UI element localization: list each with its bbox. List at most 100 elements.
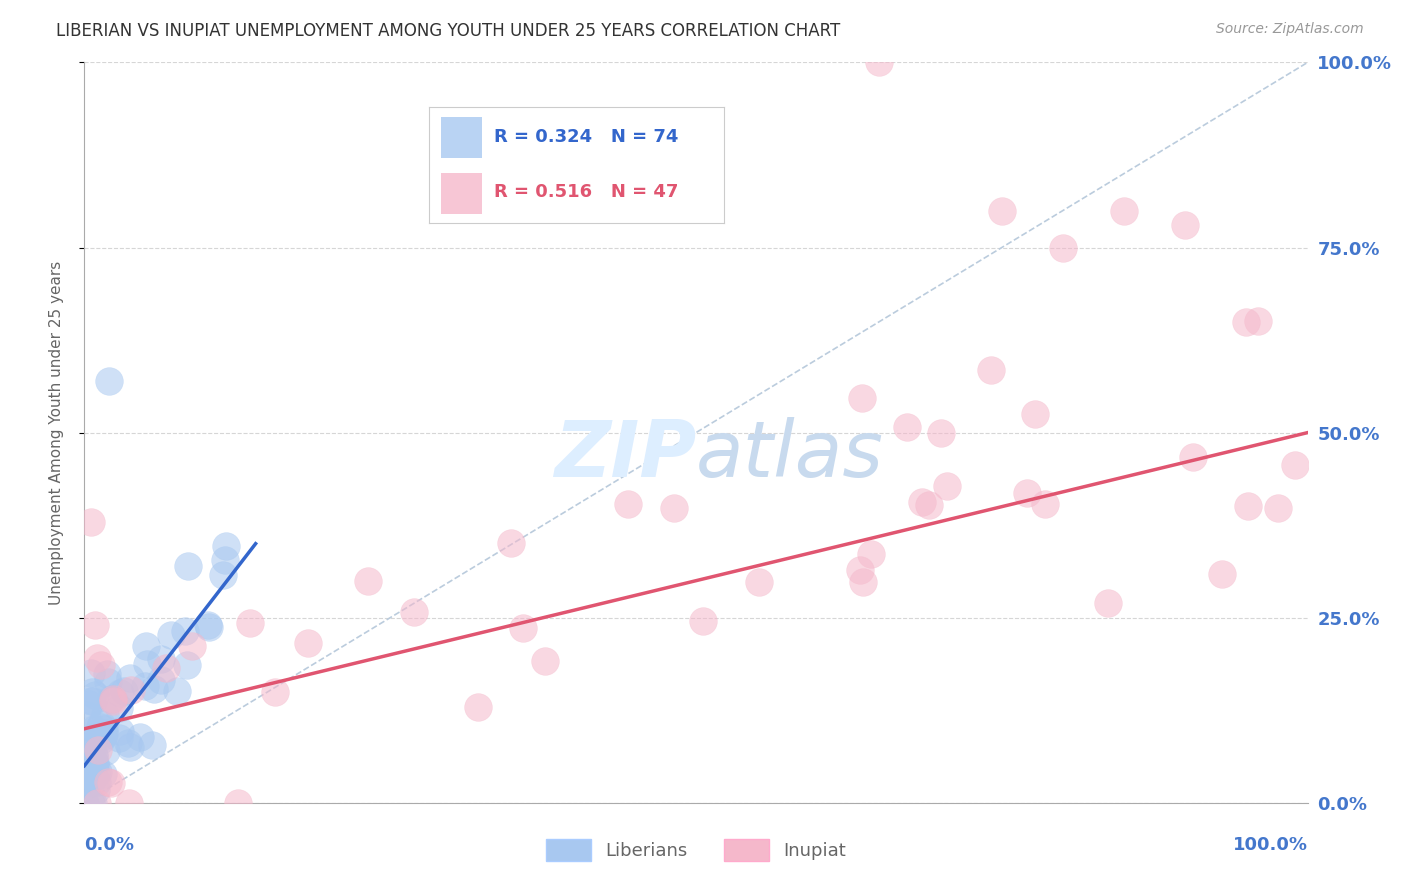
Point	[77, 698, 100, 712]
Point	[108, 700, 131, 714]
Point	[108, 686, 131, 700]
Point	[86, 651, 108, 665]
Point	[73, 774, 96, 789]
Point	[118, 739, 141, 754]
Point	[77, 761, 100, 775]
Point	[84, 688, 107, 702]
Point	[83, 756, 105, 771]
Point	[692, 614, 714, 628]
Text: Source: ZipAtlas.com: Source: ZipAtlas.com	[1216, 22, 1364, 37]
Point	[76, 755, 98, 769]
Point	[94, 743, 117, 757]
Point	[77, 761, 100, 775]
Point	[79, 739, 101, 754]
Point	[91, 729, 114, 743]
Point	[89, 720, 111, 734]
Point	[108, 724, 131, 739]
Point	[1114, 203, 1136, 218]
Point	[100, 692, 122, 706]
Point	[1097, 596, 1119, 610]
Point	[80, 775, 103, 789]
Point	[911, 495, 934, 509]
Point	[617, 497, 640, 511]
Point	[93, 726, 115, 740]
Point	[87, 765, 110, 780]
Bar	[440, 118, 482, 158]
Point	[117, 736, 139, 750]
Point	[82, 762, 104, 776]
Point	[935, 479, 957, 493]
Point	[75, 761, 97, 775]
Text: ZIP: ZIP	[554, 417, 696, 493]
Point	[1247, 314, 1270, 328]
Point	[1284, 458, 1306, 472]
Point	[82, 796, 104, 810]
Point	[100, 776, 122, 790]
Point	[1174, 219, 1197, 233]
Point	[80, 694, 103, 708]
Point	[150, 673, 173, 688]
Point	[77, 739, 100, 753]
Point	[120, 682, 142, 697]
Point	[141, 739, 163, 753]
Point	[1237, 500, 1260, 514]
Point	[1267, 501, 1289, 516]
Point	[97, 374, 120, 388]
Point	[118, 796, 141, 810]
Point	[83, 722, 105, 736]
Point	[991, 203, 1014, 218]
Point	[499, 536, 522, 550]
Point	[226, 796, 249, 810]
Point	[534, 654, 557, 668]
Point	[869, 55, 891, 70]
Point	[263, 685, 285, 699]
Point	[112, 683, 135, 698]
Point	[83, 748, 105, 763]
Point	[198, 620, 221, 634]
Point	[214, 553, 236, 567]
Point	[980, 363, 1002, 377]
Point	[91, 767, 114, 781]
Point	[1024, 407, 1046, 421]
Point	[118, 671, 141, 685]
Point	[135, 640, 157, 654]
Point	[402, 605, 425, 619]
Point	[134, 679, 156, 693]
Point	[1033, 497, 1056, 511]
Point	[84, 618, 107, 632]
Point	[93, 722, 115, 736]
Point	[852, 574, 875, 589]
Point	[103, 691, 125, 706]
Point	[467, 700, 489, 714]
Bar	[440, 173, 482, 214]
Text: R = 0.324   N = 74: R = 0.324 N = 74	[494, 128, 678, 145]
Point	[82, 694, 104, 708]
Point	[176, 657, 198, 672]
Point	[177, 559, 200, 574]
Text: R = 0.516   N = 47: R = 0.516 N = 47	[494, 183, 678, 202]
Point	[101, 694, 124, 708]
Point	[1236, 314, 1258, 328]
Point	[90, 733, 112, 747]
Text: 0.0%: 0.0%	[84, 836, 135, 855]
Point	[160, 628, 183, 642]
Point	[166, 683, 188, 698]
Point	[918, 498, 941, 512]
Point	[87, 743, 110, 757]
Point	[80, 666, 103, 681]
Point	[86, 796, 108, 810]
Point	[860, 547, 883, 561]
Point	[80, 515, 103, 529]
Point	[1052, 240, 1074, 255]
Point	[212, 568, 235, 582]
Point	[297, 636, 319, 650]
Point	[108, 731, 131, 745]
Text: atlas: atlas	[696, 417, 884, 493]
Point	[75, 796, 97, 810]
Point	[929, 425, 952, 440]
Point	[87, 726, 110, 740]
Point	[75, 708, 97, 723]
Point	[512, 621, 534, 635]
Legend: Liberians, Inupiat: Liberians, Inupiat	[538, 831, 853, 868]
Point	[181, 639, 204, 653]
